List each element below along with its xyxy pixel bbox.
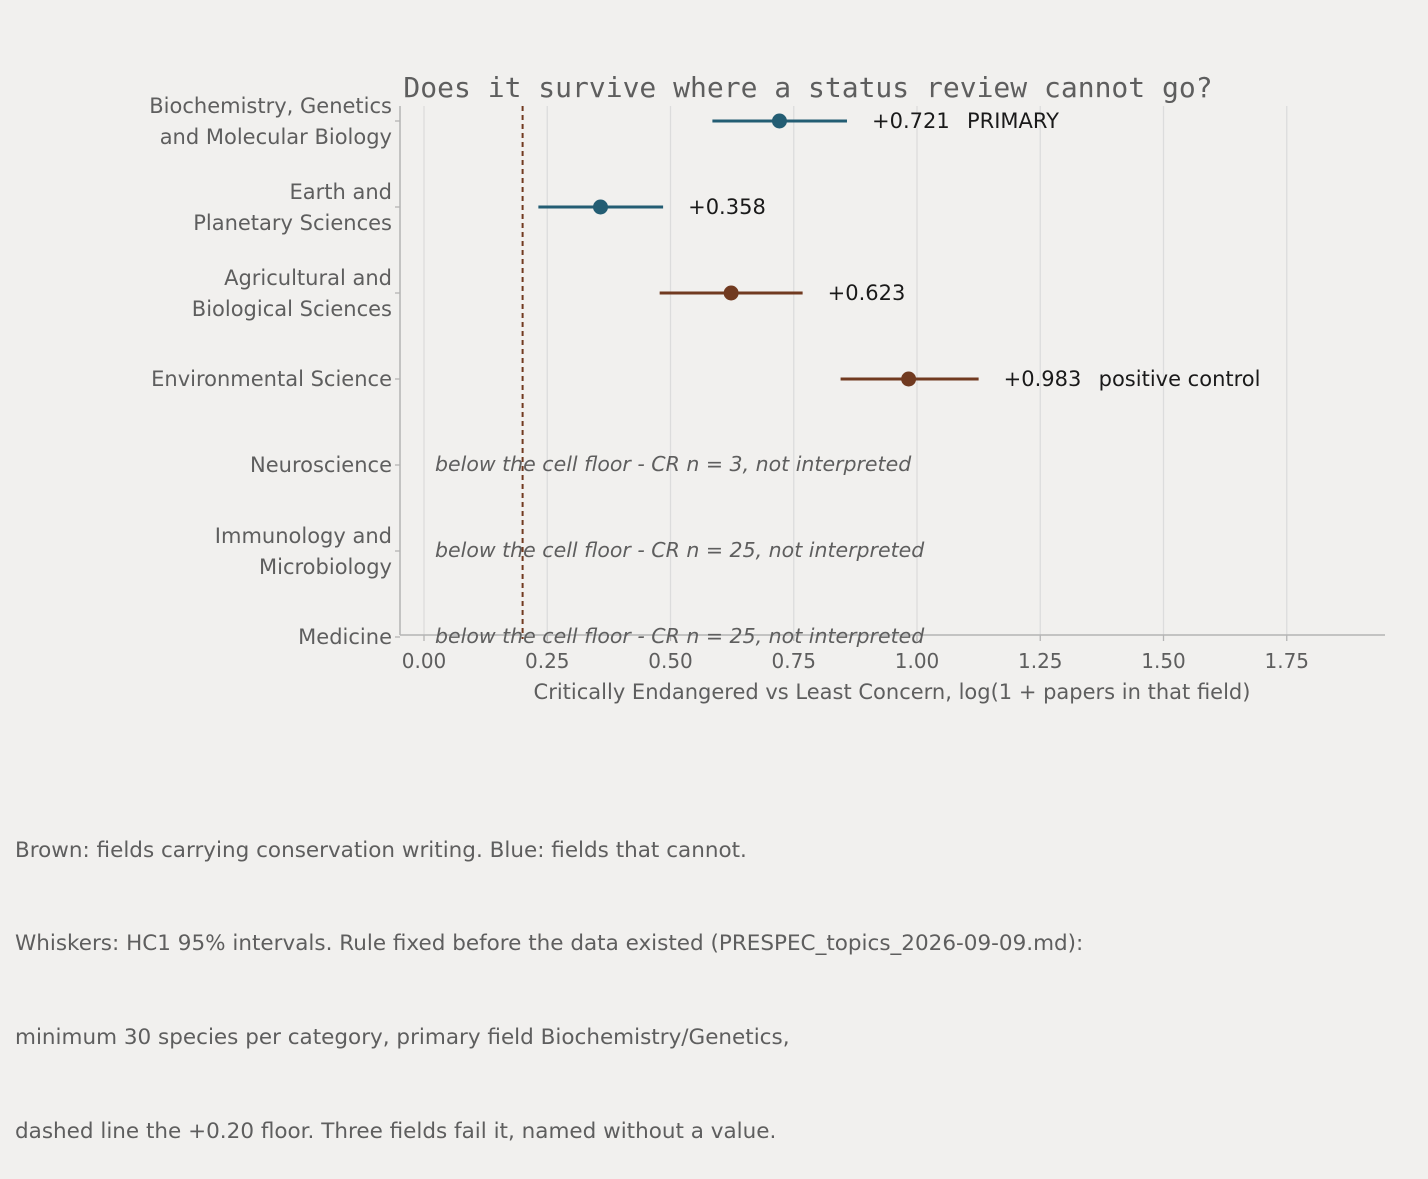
y-category-label: Neuroscience (250, 453, 392, 477)
x-tick-label: 0.50 (648, 649, 693, 673)
row-note: below the cell floor - CR n = 3, not int… (435, 452, 912, 476)
y-category-label: Immunology and (215, 524, 392, 548)
y-category-label: Environmental Science (151, 367, 392, 391)
y-category-label: Microbiology (259, 555, 392, 579)
row-tag: PRIMARY (967, 109, 1059, 133)
y-category-label: Medicine (298, 625, 392, 649)
point-estimate (723, 285, 739, 301)
y-category-label: and Molecular Biology (160, 125, 392, 149)
axes: 0.00 0.25 0.50 0.75 1.00 1.25 1.50 1.75 Biochemi… (149, 94, 1385, 673)
data-label: +0.983 (1004, 367, 1082, 391)
data-marks: +0.721 PRIMARY +0.358 +0.623 +0.983 positive … (435, 109, 1260, 648)
y-category-label: Earth and (290, 180, 393, 204)
caption-line: dashed line the +0.20 floor. Three field… (15, 1119, 777, 1145)
y-category-label: Biological Sciences (192, 297, 392, 321)
x-tick-label: 1.00 (895, 649, 940, 673)
y-category-label: Agricultural and (224, 266, 392, 290)
row-note: below the cell floor - CR n = 25, not in… (435, 624, 925, 648)
chart-title: Does it survive where a status review ca… (403, 71, 1212, 104)
caption-line: minimum 30 species per category, primary… (15, 1025, 790, 1051)
point-estimate (592, 199, 608, 215)
x-tick-label: 0.75 (771, 649, 816, 673)
x-tick-label: 0.00 (402, 649, 447, 673)
x-tick-label: 1.50 (1141, 649, 1186, 673)
x-axis-label: Critically Endangered vs Least Concern, … (534, 680, 1251, 704)
figure-caption: Brown: fields carrying conservation writ… (15, 772, 1083, 1179)
point-estimate (901, 371, 917, 387)
caption-line: Whiskers: HC1 95% intervals. Rule fixed … (15, 931, 1084, 957)
gridlines (423, 106, 1288, 635)
point-estimate (771, 113, 787, 129)
data-label: +0.358 (688, 195, 766, 219)
row-note: below the cell floor - CR n = 25, not in… (435, 538, 925, 562)
caption-line: Brown: fields carrying conservation writ… (15, 837, 747, 863)
x-tick-label: 1.75 (1264, 649, 1309, 673)
row-tag: positive control (1099, 367, 1261, 391)
forest-plot: 0.00 0.25 0.50 0.75 1.00 1.25 1.50 1.75 Biochemi… (149, 71, 1385, 704)
data-label: +0.623 (828, 281, 906, 305)
y-category-label: Biochemistry, Genetics (149, 94, 392, 118)
x-tick-label: 0.25 (525, 649, 570, 673)
x-tick-label: 1.25 (1018, 649, 1063, 673)
data-label: +0.721 (872, 109, 950, 133)
y-category-label: Planetary Sciences (193, 211, 392, 235)
